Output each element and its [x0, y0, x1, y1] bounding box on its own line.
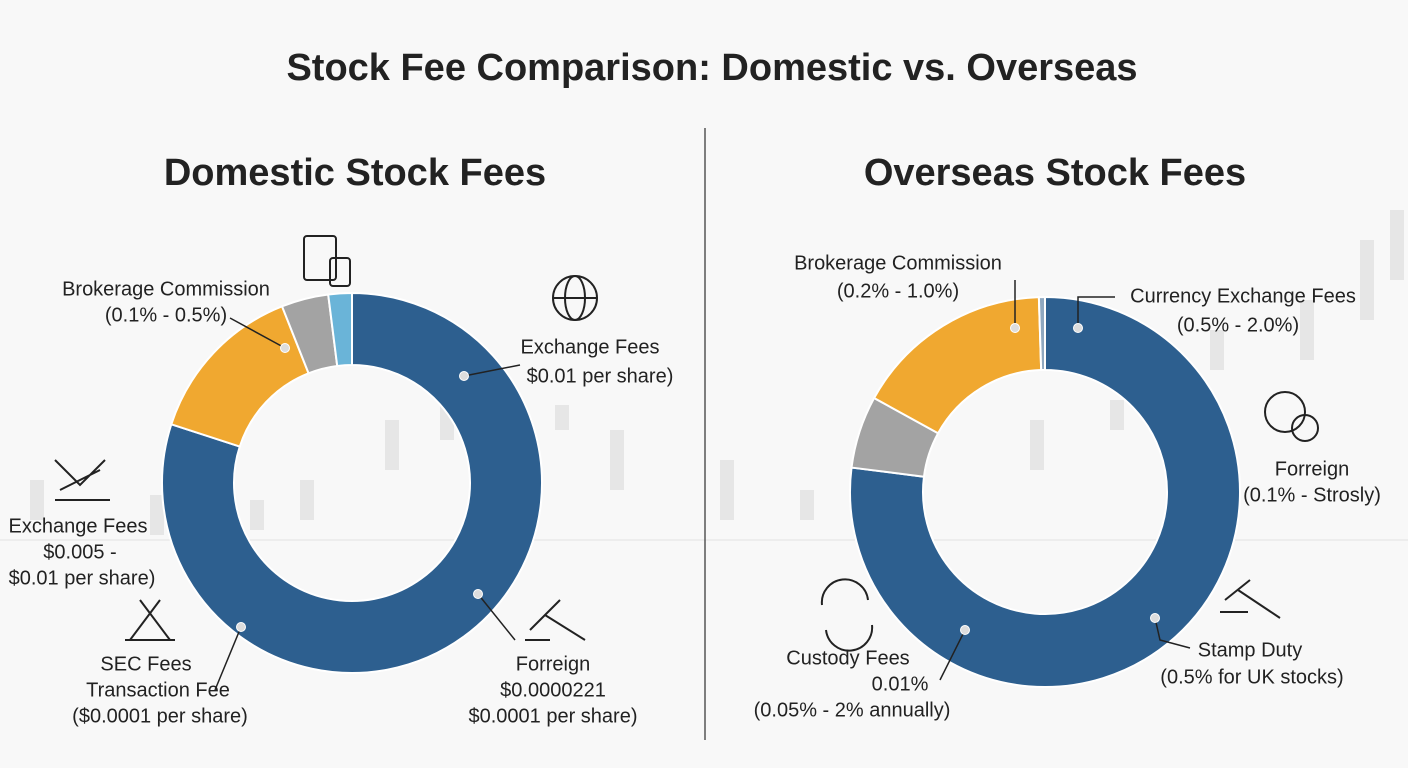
annotation-text: Currency Exchange Fees — [1130, 285, 1356, 307]
donut-segment — [1037, 295, 1046, 372]
leader-dot — [1073, 323, 1083, 333]
leader-dot — [459, 371, 469, 381]
leader-dot — [960, 625, 970, 635]
annotation-text: (0.1% - 0.5%) — [105, 304, 227, 326]
annotation-text: Exchange Fees — [9, 515, 148, 537]
chart-title: Overseas Stock Fees — [864, 152, 1246, 194]
annotation-text: $0.01 per share) — [527, 365, 674, 387]
background-candles — [30, 210, 1404, 535]
annotation-text: (0.5% - 2.0%) — [1177, 314, 1299, 336]
annotation-text: Forreign — [1275, 458, 1349, 480]
leader-line — [1077, 296, 1115, 328]
leader-dot — [1150, 613, 1160, 623]
leader-dot — [280, 343, 290, 353]
donut-segment — [327, 291, 353, 368]
icons — [54, 235, 1319, 652]
annotation-text: (0.1% - Strosly) — [1243, 484, 1381, 506]
annotation-text: Exchange Fees — [521, 336, 660, 358]
annotation-text: SEC Fees — [100, 653, 191, 675]
leader-line — [214, 626, 242, 691]
chart-title: Domestic Stock Fees — [164, 152, 546, 194]
page-title: Stock Fee Comparison: Domestic vs. Overs… — [286, 47, 1137, 89]
leader-dot — [473, 589, 483, 599]
leader-line — [477, 593, 516, 641]
leader-dot — [236, 622, 246, 632]
annotation-text: (0.2% - 1.0%) — [837, 280, 959, 302]
leader-dot — [1010, 323, 1020, 333]
annotation-text: Brokerage Commission — [794, 252, 1002, 274]
annotation-text: $0.005 - — [43, 541, 116, 563]
leader-line — [1154, 617, 1191, 649]
annotation-text: (0.5% for UK stocks) — [1160, 666, 1343, 688]
annotation-text: $0.0000221 — [500, 679, 606, 701]
annotation-text: 0.01% — [872, 673, 929, 695]
donut-segment — [161, 291, 543, 674]
annotation-text: Brokerage Commission — [62, 278, 270, 300]
annotation-text: Stamp Duty — [1198, 639, 1302, 661]
annotation-text: $0.0001 per share) — [468, 705, 637, 727]
annotation-text: Transaction Fee — [86, 679, 230, 701]
annotation-text: $0.01 per share) — [9, 567, 156, 589]
annotation-text: (0.05% - 2% annually) — [754, 699, 951, 721]
donut-segment — [849, 295, 1241, 688]
annotation-text: Custody Fees — [786, 647, 909, 669]
leader-line — [229, 317, 286, 349]
leader-line — [463, 364, 521, 377]
annotation-text: ($0.0001 per share) — [72, 705, 248, 727]
annotation-text: Forreign — [516, 653, 590, 675]
leader-line — [939, 629, 966, 681]
